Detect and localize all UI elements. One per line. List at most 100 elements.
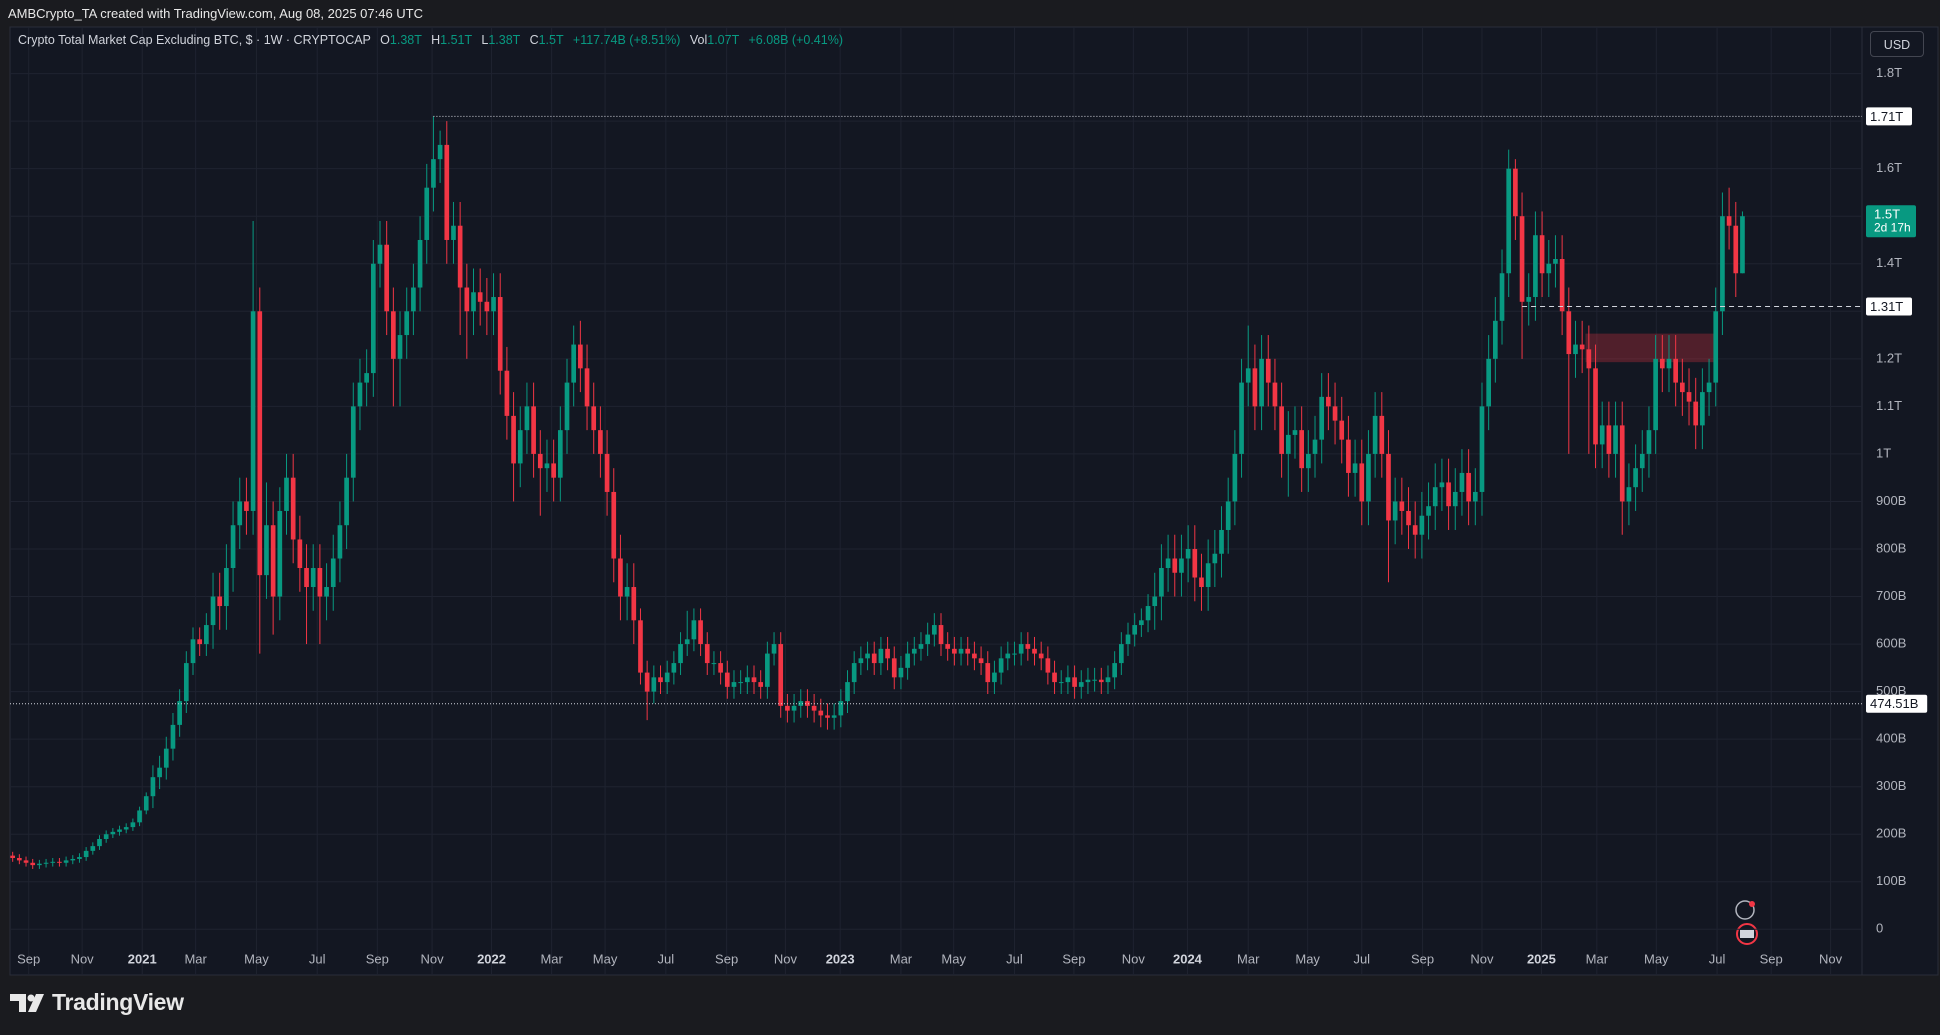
candle-body xyxy=(424,187,430,240)
candle-body xyxy=(70,858,76,861)
candle-body xyxy=(1225,501,1231,530)
last-price-box xyxy=(1866,205,1916,238)
x-tick-label: Nov xyxy=(421,951,445,966)
candle-body xyxy=(1559,258,1565,312)
candle-body xyxy=(1252,368,1258,407)
candle-body xyxy=(444,144,450,240)
candle-body xyxy=(517,430,523,464)
candle-body xyxy=(1152,596,1158,607)
candle-body xyxy=(471,292,476,312)
candle-body xyxy=(1399,501,1405,511)
candle-body xyxy=(898,667,904,678)
candle-body xyxy=(1199,577,1204,588)
candle-body xyxy=(1192,548,1198,578)
legend-change: +117.74B (+8.51%) xyxy=(572,33,681,47)
candle-body xyxy=(1733,225,1739,274)
candle-body xyxy=(1446,482,1451,507)
candle-body xyxy=(578,344,583,369)
x-tick-label: Sep xyxy=(1062,951,1085,966)
x-tick-label: Jul xyxy=(309,951,326,966)
candle-body xyxy=(1526,297,1532,302)
y-tick-label: 700B xyxy=(1876,588,1906,603)
x-tick-label: May xyxy=(1644,951,1669,966)
candle-body xyxy=(504,370,510,416)
candle-body xyxy=(1239,382,1244,454)
x-tick-label: Jul xyxy=(1353,951,1370,966)
legend-value: 1.51T xyxy=(440,33,472,47)
candle-body xyxy=(885,648,890,659)
candle-body xyxy=(1486,358,1491,407)
candle-body xyxy=(965,648,971,654)
x-tick-label: Mar xyxy=(1586,951,1609,966)
candle-body xyxy=(1052,672,1057,683)
candle-body xyxy=(1366,453,1371,502)
x-tick-label: 2021 xyxy=(128,951,157,966)
x-tick-label: 2024 xyxy=(1173,951,1203,966)
price-label-box xyxy=(1866,107,1912,126)
candle-body xyxy=(691,620,697,640)
candle-body xyxy=(1265,358,1271,383)
candle-body xyxy=(344,477,349,526)
candle-body xyxy=(805,701,810,706)
candle-body xyxy=(1519,216,1525,302)
candle-body xyxy=(1633,468,1638,488)
candle-body xyxy=(1593,368,1598,445)
candle-body xyxy=(1185,548,1191,559)
candle-body xyxy=(437,144,443,160)
x-tick-label: Jul xyxy=(658,951,675,966)
candle-body xyxy=(1332,406,1338,421)
currency-button[interactable]: USD xyxy=(1870,31,1924,57)
candle-body xyxy=(865,653,870,659)
candle-body xyxy=(310,568,316,588)
candle-body xyxy=(1025,644,1031,649)
candle-body xyxy=(237,501,243,526)
logo-shape xyxy=(10,994,26,1012)
candle-body xyxy=(103,834,109,839)
candle-body xyxy=(1506,168,1512,274)
candle-body xyxy=(584,368,590,407)
candle-body xyxy=(557,430,563,478)
candle-body xyxy=(798,701,804,706)
candle-body xyxy=(1693,401,1699,426)
candle-body xyxy=(163,748,169,768)
candle-body xyxy=(1319,396,1325,440)
candle-body xyxy=(664,672,670,683)
candle-body xyxy=(1673,358,1679,383)
last-price-label: 1.5T xyxy=(1874,207,1900,222)
candle-body xyxy=(384,244,390,312)
candle-body xyxy=(1566,311,1572,355)
candle-body xyxy=(1619,425,1625,502)
x-tick-label: Sep xyxy=(715,951,738,966)
candle-body xyxy=(1038,653,1044,659)
x-tick-label: Sep xyxy=(1411,951,1434,966)
candle-body xyxy=(1065,677,1071,683)
candle-body xyxy=(204,625,209,645)
candle-body xyxy=(1686,392,1692,402)
chart-title: Crypto Total Market Cap Excluding BTC, $… xyxy=(18,33,371,47)
candle-body xyxy=(1533,235,1538,298)
candle-body xyxy=(350,406,356,478)
candle-body xyxy=(97,838,102,847)
y-tick-label: 900B xyxy=(1876,493,1906,508)
candle-body xyxy=(484,301,490,312)
candle-body xyxy=(591,406,597,431)
attribution: AMBCrypto_TA created with TradingView.co… xyxy=(8,6,424,21)
candle-body xyxy=(751,677,757,683)
candle-body xyxy=(858,658,864,664)
candle-body xyxy=(290,477,296,540)
candle-body xyxy=(658,677,663,683)
candle-body xyxy=(57,861,62,863)
x-tick-label: Jul xyxy=(1006,951,1023,966)
x-tick-label: May xyxy=(1295,951,1320,966)
x-tick-label: Nov xyxy=(774,951,798,966)
candle-body xyxy=(1058,682,1064,684)
legend-key: Vol xyxy=(689,33,708,47)
candle-body xyxy=(911,648,917,654)
logo-shape xyxy=(28,994,44,1012)
y-tick-label: 1T xyxy=(1876,445,1891,460)
candle-body xyxy=(1720,216,1725,312)
candle-body xyxy=(1219,529,1224,554)
legend-value: 1.07T xyxy=(707,33,739,47)
candle-body xyxy=(23,860,29,863)
candle-body xyxy=(1546,263,1552,274)
